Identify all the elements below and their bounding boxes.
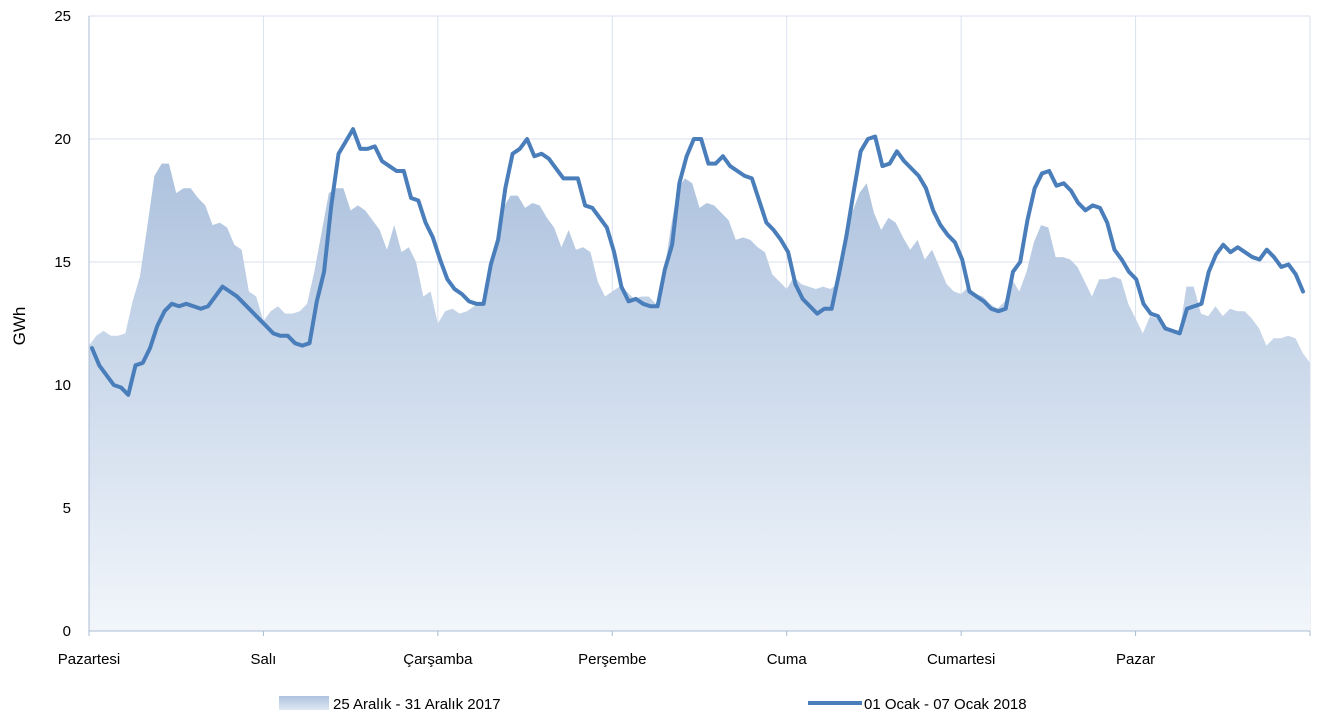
axes — [88, 16, 1311, 636]
series-area-2017 — [89, 163, 1310, 631]
legend-label-area: 25 Aralık - 31 Aralık 2017 — [333, 696, 501, 713]
legend-swatch-area — [279, 696, 329, 710]
x-axis-ticks: Pazartesi Salı Çarşamba Perşembe Cuma Cumarte… — [58, 651, 1155, 668]
x-tick-label: Çarşamba — [403, 651, 473, 668]
series-line-2018 — [90, 127, 1305, 397]
x-tick-label: Cuma — [767, 651, 808, 668]
y-tick-label: 5 — [63, 500, 71, 517]
y-axis-title: GWh — [10, 307, 29, 346]
y-tick-label: 0 — [63, 623, 71, 640]
x-tick-label: Pazartesi — [58, 651, 121, 668]
y-tick-label: 10 — [54, 377, 71, 394]
x-tick-label: Cumartesi — [927, 651, 995, 668]
y-axis-ticks: 0 5 10 15 20 25 — [54, 8, 71, 640]
x-tick-label: Perşembe — [578, 651, 646, 668]
x-tick-label: Pazar — [1116, 651, 1155, 668]
y-tick-label: 20 — [54, 131, 71, 148]
y-tick-label: 25 — [54, 8, 71, 25]
legend: 25 Aralık - 31 Aralık 2017 01 Ocak - 07 … — [279, 696, 1027, 713]
x-tick-label: Salı — [250, 651, 276, 668]
y-tick-label: 15 — [54, 254, 71, 271]
legend-label-line: 01 Ocak - 07 Ocak 2018 — [864, 696, 1027, 713]
